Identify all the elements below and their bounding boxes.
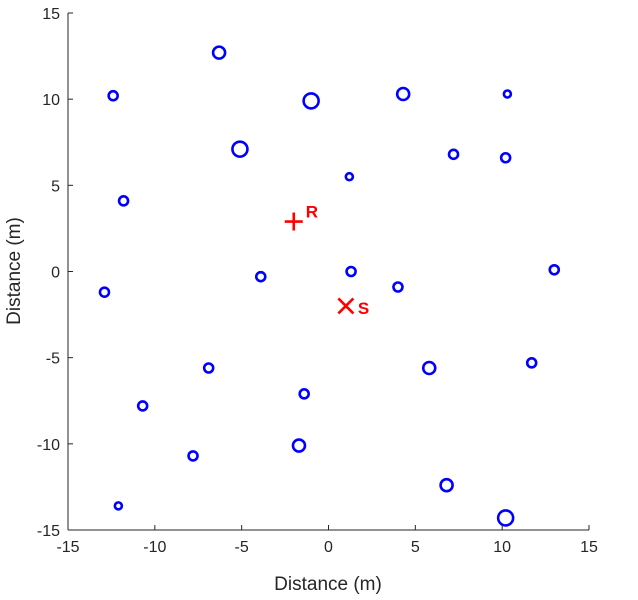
scatterer-point [98,286,111,298]
scatterer-point [113,501,124,511]
marker-r: R [284,203,318,231]
scatterer-point [439,477,454,493]
scatterer-point [107,89,119,102]
x-tick-label: -10 [143,539,166,556]
x-tick-label: -5 [235,539,249,556]
scatterer-point [136,400,149,412]
scatterer-point [548,263,561,276]
scatterer-point [502,89,513,99]
y-tick-label: -5 [46,351,60,368]
scatterer-point [202,362,215,374]
scatterer-points [98,45,561,527]
scatterer-point [298,388,310,400]
scatterer-point [395,86,411,102]
scatterer-point [392,281,404,293]
y-tick-label: 10 [42,92,60,109]
scatterer-point [499,151,512,164]
scatterer-point [231,140,249,158]
x-tick-label: 15 [580,539,598,556]
y-tick-label: 0 [51,265,60,282]
marker-s: S [337,297,369,318]
scatterer-point [345,265,357,278]
scatterer-point [496,509,515,527]
y-axis-title: Distance (m) [4,217,25,325]
y-tick-label: -15 [37,523,60,540]
scatterer-point [187,450,199,462]
y-tick-label: -10 [37,437,60,454]
y-tick-label: 15 [42,6,60,23]
y-tick-label: 5 [51,178,60,195]
x-tick-label: 5 [411,539,420,556]
marker-label: S [358,299,369,318]
position-markers: RS [284,203,369,318]
scatterer-point [291,438,307,453]
x-tick-label: -15 [56,539,79,556]
axes: -15 -10 -5 0 5 10 15 -15 -10 -5 0 5 10 15 [37,6,598,556]
x-tick-label: 10 [493,539,511,556]
scatterer-point [211,45,227,60]
scatterer-point [302,92,320,110]
x-axis-title: Distance (m) [274,574,382,595]
scatterer-point [254,270,267,283]
scatterer-point [344,171,355,182]
scatterer-point [421,360,437,376]
scatterer-point [447,148,460,161]
x-tick-label: 0 [324,539,333,556]
x-mark [337,297,355,315]
marker-label: R [306,203,318,222]
scatterer-point [525,357,538,369]
scatterer-point [117,195,130,207]
